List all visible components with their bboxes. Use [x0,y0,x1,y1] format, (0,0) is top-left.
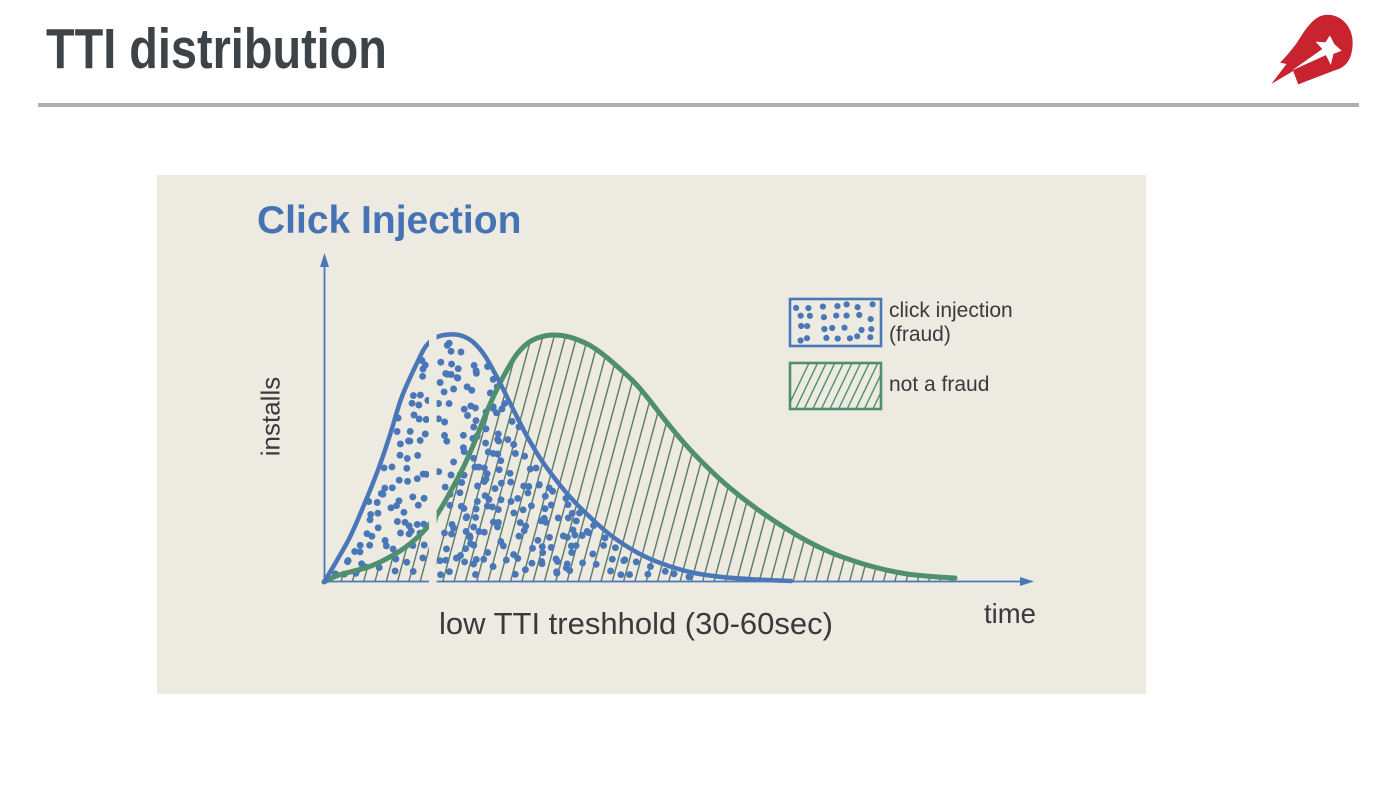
svg-text:Click Injection: Click Injection [257,199,521,242]
svg-text:(fraud): (fraud) [889,323,951,346]
svg-text:not a fraud: not a fraud [889,373,989,396]
svg-text:time: time [984,598,1036,629]
svg-text:click injection: click injection [889,299,1013,322]
svg-text:installs: installs [256,377,286,456]
svg-text:low TTI treshhold (30-60sec): low TTI treshhold (30-60sec) [439,606,833,641]
